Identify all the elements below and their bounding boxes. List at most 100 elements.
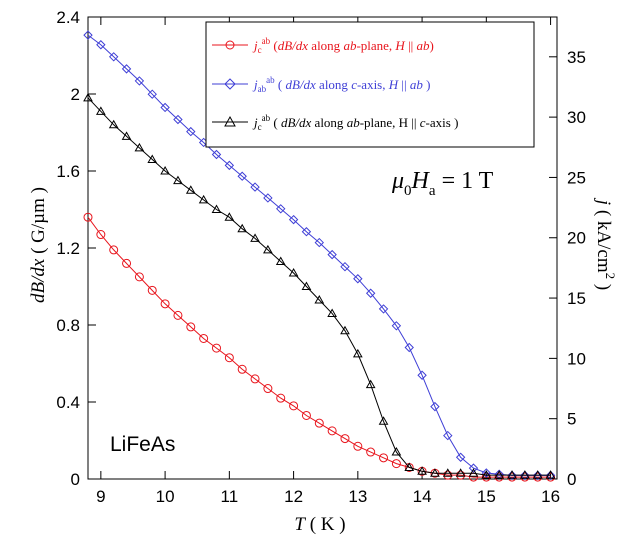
- data-layer: [83, 30, 556, 482]
- data-point: [263, 193, 273, 203]
- data-point: [134, 76, 145, 86]
- data-point: [379, 453, 389, 463]
- data-point: [314, 294, 325, 304]
- data-point: [520, 470, 530, 479]
- data-point: [365, 379, 376, 389]
- x-tick-label: 15: [477, 487, 496, 506]
- x-tick-label: 16: [541, 487, 560, 506]
- data-point: [391, 447, 402, 456]
- data-point: [301, 227, 312, 237]
- data-point: [83, 92, 93, 102]
- data-point: [340, 325, 350, 335]
- y-axis-label-right: j ( kA/cm2 ): [593, 197, 618, 290]
- legend: jcab (dB/dx along ab-plane, H || ab) jab…: [205, 21, 535, 148]
- data-point: [301, 410, 311, 420]
- data-point: [546, 472, 556, 482]
- x-tick-label: 10: [156, 487, 175, 506]
- data-point: [160, 165, 170, 175]
- data-point: [288, 214, 299, 225]
- data-point: [456, 470, 466, 480]
- data-point: [468, 468, 479, 477]
- x-tick-label: 9: [96, 487, 105, 506]
- data-point: [224, 353, 234, 363]
- data-point: [417, 466, 427, 475]
- data-point: [83, 30, 93, 40]
- series-3: [83, 92, 556, 479]
- x-tick-label: 12: [284, 487, 303, 506]
- data-point: [507, 470, 517, 479]
- data-point: [121, 131, 132, 140]
- data-point: [481, 468, 492, 478]
- data-point: [430, 401, 440, 412]
- data-point: [507, 472, 517, 482]
- x-tick-label: 11: [221, 487, 239, 506]
- data-point: [108, 119, 119, 129]
- data-point: [250, 182, 260, 192]
- data-point: [404, 342, 414, 353]
- data-point: [199, 333, 209, 343]
- field-annotation: μ0Ha = 1 T: [391, 168, 494, 199]
- data-point: [289, 401, 299, 411]
- data-point: [314, 418, 324, 428]
- y-left-tick-label: 2.4: [56, 8, 80, 27]
- data-point: [134, 272, 144, 282]
- data-point: [160, 299, 170, 309]
- data-point: [263, 244, 273, 254]
- data-point: [391, 459, 401, 469]
- data-point: [327, 249, 337, 260]
- data-point: [378, 416, 389, 425]
- data-point: [327, 308, 337, 317]
- data-point: [340, 261, 350, 272]
- y-right-tick-label: 35: [567, 48, 586, 67]
- data-point: [186, 126, 196, 137]
- data-point: [455, 468, 466, 477]
- y-left-tick-label: 1.2: [56, 239, 80, 258]
- y-left-tick-label: 1.6: [56, 162, 80, 181]
- data-point: [443, 470, 453, 480]
- data-point: [352, 348, 363, 358]
- data-point: [288, 268, 299, 277]
- data-point: [276, 204, 286, 214]
- data-point: [109, 245, 119, 255]
- series-line: [87, 216, 551, 478]
- legend-entry-3: jcab ( dB/dx along ab-plane, H || c-axis…: [212, 113, 458, 132]
- data-point: [468, 463, 479, 473]
- legend-marker-diamond: [224, 78, 236, 90]
- data-point: [237, 171, 247, 181]
- x-axis-label: T ( K ): [294, 514, 345, 535]
- data-point: [173, 175, 183, 185]
- data-point: [353, 441, 363, 451]
- data-point: [378, 304, 389, 314]
- data-point: [173, 114, 183, 125]
- data-point: [96, 40, 106, 50]
- legend-box: [205, 21, 535, 148]
- series-1: [83, 212, 556, 482]
- ticks-layer: 9 10 11 12 13 14 15 16 0 0.4 0.8 1.2 1.6 2 2.4 0 5 10 15 20…: [56, 8, 586, 506]
- data-point: [250, 233, 260, 242]
- y-right-tick-label: 10: [567, 349, 586, 368]
- y-right-tick-label: 5: [567, 410, 576, 429]
- data-point: [533, 470, 543, 481]
- data-point: [276, 393, 286, 403]
- y-right-tick-label: 25: [567, 168, 586, 187]
- y-right-tick-label: 30: [567, 108, 586, 127]
- data-point: [147, 89, 157, 99]
- data-point: [533, 472, 543, 482]
- data-point: [275, 256, 286, 265]
- data-point: [121, 64, 132, 74]
- x-tick-label: 13: [348, 487, 367, 506]
- legend-marker-circle: [225, 40, 235, 50]
- data-point: [250, 374, 260, 384]
- data-point: [160, 102, 170, 113]
- data-point: [520, 470, 530, 481]
- data-point: [173, 310, 183, 320]
- data-point: [147, 285, 157, 295]
- data-point: [545, 470, 556, 479]
- data-point: [545, 470, 556, 481]
- data-point: [301, 281, 312, 290]
- y-left-tick-label: 0.4: [56, 393, 80, 412]
- y-right-tick-label: 0: [567, 470, 576, 489]
- data-point: [455, 452, 466, 462]
- y-right-tick-label: 20: [567, 229, 586, 248]
- y-left-tick-label: 0: [71, 470, 80, 489]
